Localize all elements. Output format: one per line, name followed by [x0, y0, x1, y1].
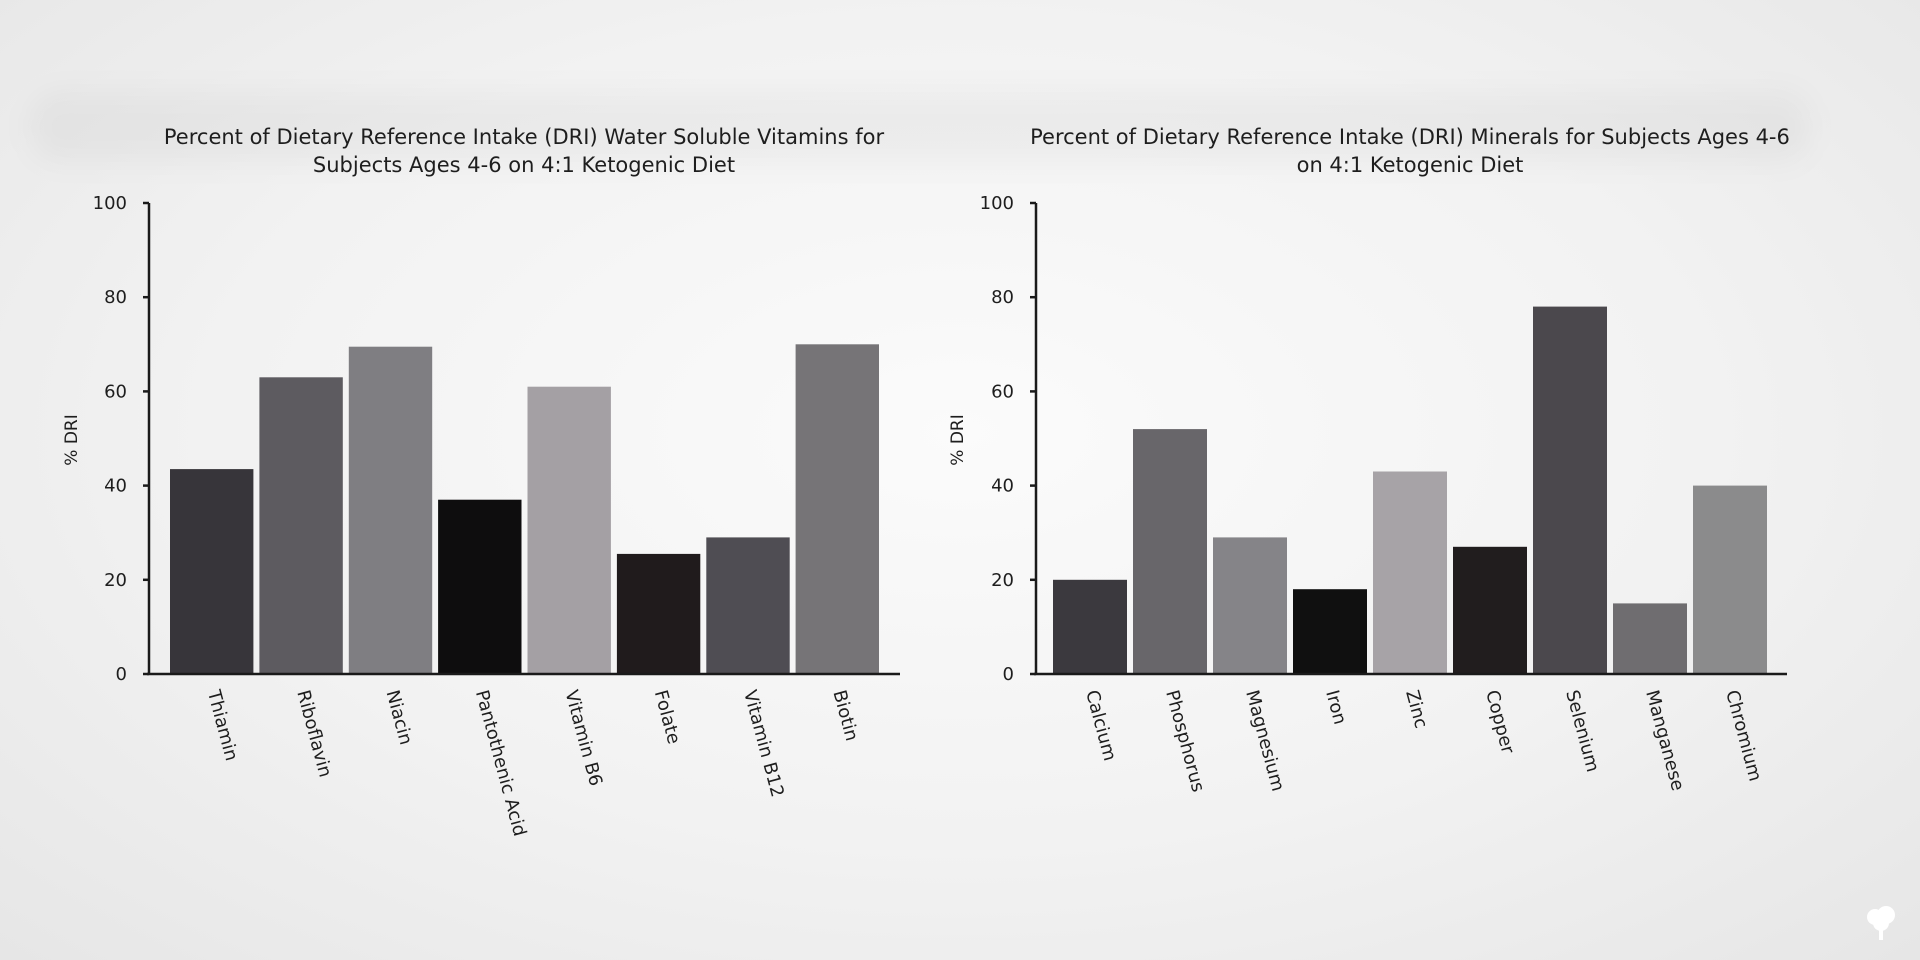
minerals-bar-magnesium — [1213, 537, 1287, 674]
minerals-chart-title-line-2: on 4:1 Ketogenic Diet — [1297, 153, 1524, 177]
vitamins-bar-riboflavin — [259, 377, 343, 674]
minerals-category-label: Selenium — [1561, 688, 1603, 775]
vitamins-chart-title-line-1: Percent of Dietary Reference Intake (DRI… — [164, 125, 885, 149]
vitamins-category-label: Thiamin — [203, 687, 242, 763]
minerals-bar-chromium — [1693, 485, 1767, 674]
minerals-y-tick-label: 20 — [991, 570, 1014, 591]
tree-icon — [1867, 906, 1895, 940]
vitamins-bar-thiamin — [170, 469, 254, 674]
vitamins-y-tick-label: 100 — [93, 193, 127, 214]
minerals-category-label: Chromium — [1721, 688, 1765, 784]
vitamins-category-label: Riboflavin — [292, 688, 335, 780]
minerals-category-label: Manganese — [1641, 688, 1688, 793]
minerals-chart: Percent of Dietary Reference Intake (DRI… — [948, 125, 1790, 794]
vitamins-category-label: Niacin — [382, 688, 417, 747]
vitamins-y-tick-label: 0 — [116, 664, 127, 685]
vitamins-chart-y-axis-label: % DRI — [62, 414, 82, 465]
minerals-bar-manganese — [1613, 603, 1687, 674]
minerals-y-tick-label: 100 — [980, 193, 1014, 214]
minerals-bar-calcium — [1053, 579, 1127, 674]
vitamins-chart: Percent of Dietary Reference Intake (DRI… — [62, 125, 900, 839]
vitamins-y-tick-label: 60 — [104, 381, 127, 402]
vitamins-category-label: Vitamin B6 — [560, 688, 606, 789]
minerals-bar-copper — [1453, 546, 1527, 674]
vitamins-bar-biotin — [795, 344, 879, 674]
minerals-category-label: Copper — [1481, 688, 1518, 757]
vitamins-y-tick-label: 80 — [104, 287, 127, 308]
minerals-category-label: Zinc — [1401, 688, 1431, 731]
vitamins-category-label: Biotin — [828, 688, 862, 744]
vitamins-chart-title-line-2: Subjects Ages 4-6 on 4:1 Ketogenic Diet — [313, 153, 735, 177]
minerals-category-label: Magnesium — [1241, 688, 1288, 794]
minerals-bar-zinc — [1373, 471, 1447, 674]
minerals-bar-selenium — [1533, 306, 1607, 674]
minerals-y-tick-label: 40 — [991, 476, 1014, 497]
minerals-bar-iron — [1293, 589, 1367, 674]
vitamins-y-tick-label: 40 — [104, 476, 127, 497]
minerals-y-tick-label: 60 — [991, 381, 1014, 402]
minerals-category-label: Iron — [1321, 688, 1350, 727]
minerals-y-tick-label: 80 — [991, 287, 1014, 308]
vitamins-bar-pantothenic-acid — [438, 499, 522, 674]
vitamins-bar-folate — [616, 553, 701, 674]
vitamins-bar-niacin — [348, 346, 433, 674]
vitamins-category-label: Vitamin B12 — [739, 688, 788, 800]
vitamins-category-label: Folate — [650, 688, 684, 746]
vitamins-y-tick-label: 20 — [104, 570, 127, 591]
vitamins-category-label: Pantothenic Acid — [471, 688, 530, 839]
vitamins-bar-vitamin-b12 — [706, 537, 790, 674]
minerals-category-label: Calcium — [1081, 688, 1120, 763]
minerals-chart-title-line-1: Percent of Dietary Reference Intake (DRI… — [1030, 125, 1790, 149]
minerals-category-label: Phosphorus — [1161, 688, 1208, 795]
minerals-bar-phosphorus — [1133, 429, 1207, 674]
vitamins-bar-vitamin-b6 — [527, 386, 611, 674]
minerals-chart-y-axis-label: % DRI — [948, 414, 968, 465]
minerals-y-tick-label: 0 — [1003, 664, 1014, 685]
